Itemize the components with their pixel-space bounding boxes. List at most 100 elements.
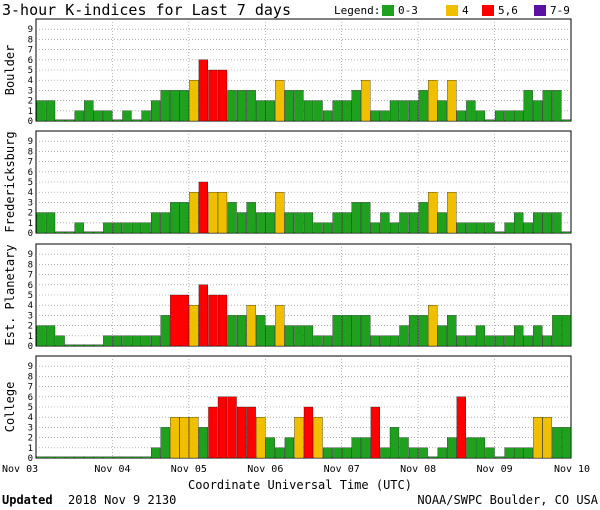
k-index-bar xyxy=(370,406,380,459)
y-tick-label: 9 xyxy=(28,25,33,35)
k-index-bar xyxy=(275,305,285,347)
y-tick-label: 9 xyxy=(28,362,33,372)
k-index-bar xyxy=(332,447,342,459)
k-index-bar xyxy=(418,90,428,122)
y-tick-label: 2 xyxy=(28,322,33,332)
y-tick-label: 4 xyxy=(28,301,33,311)
k-index-bar xyxy=(408,212,419,234)
k-index-bar xyxy=(84,231,94,234)
k-index-bar xyxy=(523,222,533,234)
x-tick-label: Nov 10 xyxy=(554,464,590,475)
k-index-bar xyxy=(217,69,228,122)
x-axis-label: Coordinate Universal Time (UTC) xyxy=(188,478,412,492)
k-index-bar xyxy=(256,417,266,459)
k-index-bar xyxy=(447,437,457,459)
legend-swatch xyxy=(446,5,458,16)
k-index-bar xyxy=(170,417,180,459)
x-tick-label: Nov 07 xyxy=(324,464,360,475)
y-tick-label: 5 xyxy=(28,66,33,76)
k-index-bar xyxy=(437,100,447,122)
k-index-bar xyxy=(74,222,84,234)
k-index-bar xyxy=(466,437,476,459)
k-index-bar xyxy=(179,294,189,347)
k-index-bar xyxy=(313,335,323,347)
y-tick-label: 8 xyxy=(28,147,33,157)
k-index-bar xyxy=(179,417,189,459)
k-index-bar xyxy=(141,335,151,347)
k-index-bar xyxy=(103,222,113,234)
k-index-bar xyxy=(504,222,514,234)
k-index-bar xyxy=(389,222,400,234)
y-tick-label: 7 xyxy=(28,158,33,168)
k-index-bar xyxy=(533,417,543,459)
k-index-bar xyxy=(561,231,572,234)
x-tick-label: Nov 08 xyxy=(400,464,436,475)
k-index-bar xyxy=(246,305,256,347)
k-index-bar xyxy=(198,284,209,347)
k-index-bar xyxy=(514,110,524,122)
k-index-bar xyxy=(93,231,103,234)
k-index-bar xyxy=(380,110,390,122)
legend-swatch xyxy=(482,5,494,16)
k-index-bar xyxy=(533,212,543,234)
k-index-bar xyxy=(74,110,84,122)
k-index-bar xyxy=(342,315,352,347)
k-index-bar xyxy=(313,100,323,122)
k-index-bar xyxy=(246,90,256,122)
k-index-bar xyxy=(74,456,84,459)
y-tick-label: 1 xyxy=(28,107,33,117)
k-index-bar xyxy=(74,344,84,347)
panel-name: Boulder xyxy=(3,45,17,96)
k-index-bar xyxy=(342,447,352,459)
k-index-bar xyxy=(122,110,132,122)
y-tick-label: 3 xyxy=(28,198,33,208)
k-index-bar xyxy=(437,212,447,234)
k-index-bar xyxy=(103,110,113,122)
y-tick-label: 0 xyxy=(28,342,33,352)
k-index-bar xyxy=(542,335,552,347)
k-index-bar xyxy=(303,325,314,347)
k-index-bar xyxy=(303,212,314,234)
k-index-bar xyxy=(332,100,342,122)
k-index-bar xyxy=(265,325,275,347)
k-index-bar xyxy=(552,212,562,234)
k-index-bar xyxy=(36,100,46,122)
k-index-bar xyxy=(351,437,361,459)
y-tick-label: 3 xyxy=(28,423,33,433)
y-tick-label: 6 xyxy=(28,56,33,66)
k-index-bar xyxy=(494,110,505,122)
k-index-bar xyxy=(542,417,552,459)
k-index-bar xyxy=(227,396,237,459)
k-index-bar xyxy=(170,294,180,347)
legend-swatch xyxy=(382,5,394,16)
k-index-bar xyxy=(514,325,524,347)
k-index-bar xyxy=(552,90,562,122)
k-index-bar xyxy=(514,447,524,459)
k-index-bar xyxy=(265,212,275,234)
k-index-bar xyxy=(65,119,75,122)
y-tick-label: 3 xyxy=(28,86,33,96)
y-tick-label: 4 xyxy=(28,413,33,423)
k-index-bar xyxy=(322,222,333,234)
k-index-bar xyxy=(456,222,466,234)
k-index-bar xyxy=(284,325,294,347)
k-index-bar xyxy=(65,344,75,347)
k-index-bar xyxy=(131,335,142,347)
k-index-bar xyxy=(36,212,46,234)
k-index-bar xyxy=(475,437,486,459)
k-index-bar xyxy=(284,437,294,459)
k-index-bar xyxy=(45,456,56,459)
k-index-bar xyxy=(275,192,285,234)
k-index-bar xyxy=(160,212,170,234)
k-index-bar xyxy=(208,406,218,459)
k-index-bar xyxy=(103,335,113,347)
k-index-bar xyxy=(428,192,438,234)
y-tick-label: 7 xyxy=(28,383,33,393)
k-index-bar xyxy=(256,315,266,347)
y-tick-label: 0 xyxy=(28,454,33,464)
y-tick-label: 6 xyxy=(28,281,33,291)
y-tick-label: 2 xyxy=(28,434,33,444)
k-index-bar xyxy=(256,100,266,122)
y-tick-label: 9 xyxy=(28,137,33,147)
panels: 0123456789Boulder0123456789Fredericksbur… xyxy=(3,18,572,464)
